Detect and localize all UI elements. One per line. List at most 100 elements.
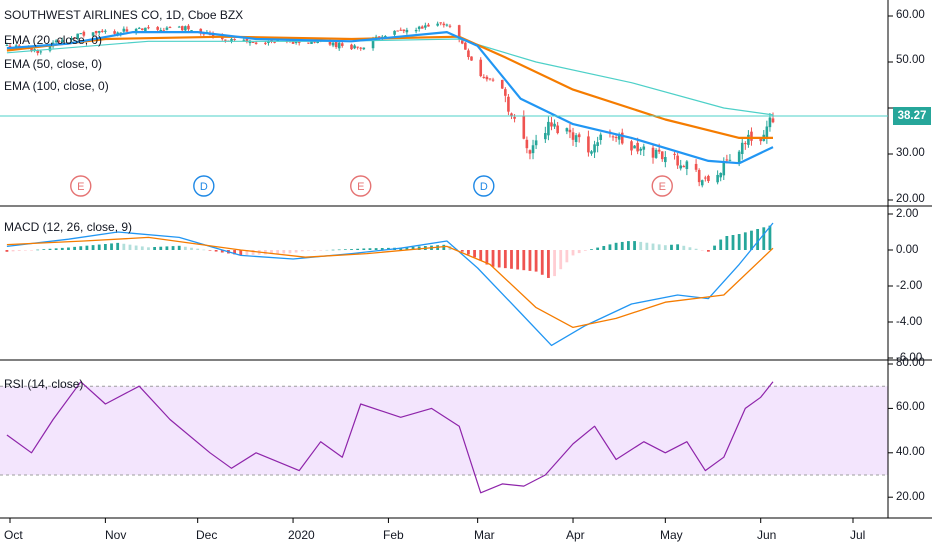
candle-body bbox=[140, 28, 144, 31]
ema20-legend[interactable]: EMA (20, close, 0) bbox=[4, 33, 103, 47]
macd-histogram-bar bbox=[331, 249, 335, 251]
macd-histogram-bar bbox=[756, 228, 760, 250]
macd-histogram-bar bbox=[534, 250, 538, 272]
candle-body bbox=[70, 38, 73, 40]
macd-histogram-bar bbox=[11, 250, 15, 252]
x-tick: Dec bbox=[196, 528, 218, 542]
candle-body bbox=[728, 159, 732, 161]
earnings-event-marker bbox=[350, 175, 372, 197]
candle-body bbox=[313, 41, 316, 43]
candle-body bbox=[100, 30, 104, 32]
earnings-event-marker bbox=[70, 175, 92, 197]
candle-body bbox=[73, 37, 76, 39]
macd-histogram-bar bbox=[657, 244, 661, 250]
candle-body bbox=[565, 128, 569, 132]
candle-body bbox=[137, 27, 141, 29]
candle-body bbox=[479, 59, 483, 77]
macd-histogram-bar bbox=[583, 250, 587, 251]
macd-histogram-bar bbox=[208, 250, 212, 251]
candle-body bbox=[242, 39, 246, 41]
candle-body bbox=[448, 25, 452, 27]
macd-histogram-bar bbox=[276, 250, 280, 254]
candle-body bbox=[531, 145, 535, 154]
candle-body bbox=[36, 50, 39, 54]
candle-body bbox=[104, 30, 107, 32]
candle-body bbox=[491, 79, 495, 81]
candle-body bbox=[162, 30, 166, 32]
candle-body bbox=[617, 134, 621, 140]
rsi-y-tick: 20.00 bbox=[896, 491, 925, 503]
candle-body bbox=[156, 27, 159, 30]
candle-body bbox=[61, 40, 64, 43]
macd-histogram-bar bbox=[325, 249, 329, 251]
candle-body bbox=[134, 28, 138, 34]
candle-body bbox=[251, 41, 255, 43]
macd-histogram-bar bbox=[294, 250, 298, 253]
macd-histogram-bar bbox=[743, 232, 747, 250]
macd-histogram-bar bbox=[645, 242, 649, 250]
macd-histogram-bar bbox=[503, 250, 507, 269]
candle-body bbox=[371, 39, 375, 49]
candle-body bbox=[676, 155, 679, 166]
last-price-badge: 38.27 bbox=[893, 107, 931, 125]
symbol-title[interactable]: SOUTHWEST AIRLINES CO, 1D, Cboe BZX bbox=[4, 8, 244, 22]
candle-body bbox=[504, 89, 507, 96]
candle-body bbox=[48, 45, 52, 51]
macd-histogram-bar bbox=[196, 248, 200, 250]
macd-histogram-bar bbox=[676, 244, 680, 250]
macd-histogram-bar bbox=[565, 250, 569, 263]
macd-histogram-bar bbox=[479, 250, 483, 261]
candle-body bbox=[122, 28, 126, 32]
macd-histogram-bar bbox=[614, 242, 618, 250]
macd-legend[interactable]: MACD (12, 26, close, 9) bbox=[4, 220, 133, 234]
macd-histogram-bar bbox=[713, 245, 716, 250]
macd-histogram-bar bbox=[719, 239, 723, 250]
candle-body bbox=[737, 151, 741, 163]
candle-body bbox=[116, 32, 119, 35]
candle-body bbox=[384, 36, 387, 38]
candle-body bbox=[165, 27, 169, 30]
ema50-legend[interactable]: EMA (50, close, 0) bbox=[4, 57, 103, 71]
candle-body bbox=[233, 39, 236, 41]
candle-body bbox=[528, 150, 532, 154]
macd-histogram-bar bbox=[177, 245, 181, 250]
candle-body bbox=[362, 47, 366, 50]
rsi-legend[interactable]: RSI (14, close) bbox=[4, 377, 84, 391]
macd-y-tick: -2.00 bbox=[896, 280, 923, 292]
macd-histogram-bar bbox=[270, 250, 273, 255]
candle-body bbox=[264, 42, 267, 44]
candle-body bbox=[697, 169, 701, 183]
macd-histogram-bar bbox=[670, 244, 673, 250]
macd-histogram-bar bbox=[190, 247, 193, 250]
candle-body bbox=[199, 28, 203, 34]
x-tick: Jun bbox=[757, 528, 777, 542]
candle-body bbox=[750, 131, 753, 141]
candle-body bbox=[356, 46, 359, 48]
ema100-legend[interactable]: EMA (100, close, 0) bbox=[4, 79, 109, 93]
candle-body bbox=[642, 146, 646, 150]
candle-body bbox=[568, 129, 572, 133]
macd-histogram-bar bbox=[362, 248, 366, 250]
macd-histogram-bar bbox=[91, 245, 95, 250]
earnings-event-label: E bbox=[659, 181, 666, 193]
candle-body bbox=[464, 42, 467, 50]
candle-body bbox=[725, 159, 729, 161]
macd-histogram-bar bbox=[460, 250, 464, 252]
macd-histogram-bar bbox=[103, 244, 107, 250]
candle-body bbox=[82, 31, 86, 36]
macd-histogram-bar bbox=[737, 234, 741, 250]
candle-body bbox=[144, 27, 147, 31]
candle-body bbox=[211, 33, 215, 37]
candle-body bbox=[633, 145, 636, 149]
candle-body bbox=[664, 157, 667, 163]
candle-body bbox=[682, 165, 686, 168]
candle-body bbox=[79, 33, 83, 35]
candle-body bbox=[445, 24, 449, 26]
candle-body bbox=[230, 38, 233, 42]
candle-body bbox=[54, 40, 58, 43]
earnings-event-label: E bbox=[77, 181, 84, 193]
macd-histogram-bar bbox=[602, 245, 606, 250]
candle-body bbox=[424, 25, 427, 28]
candle-body bbox=[396, 30, 399, 32]
